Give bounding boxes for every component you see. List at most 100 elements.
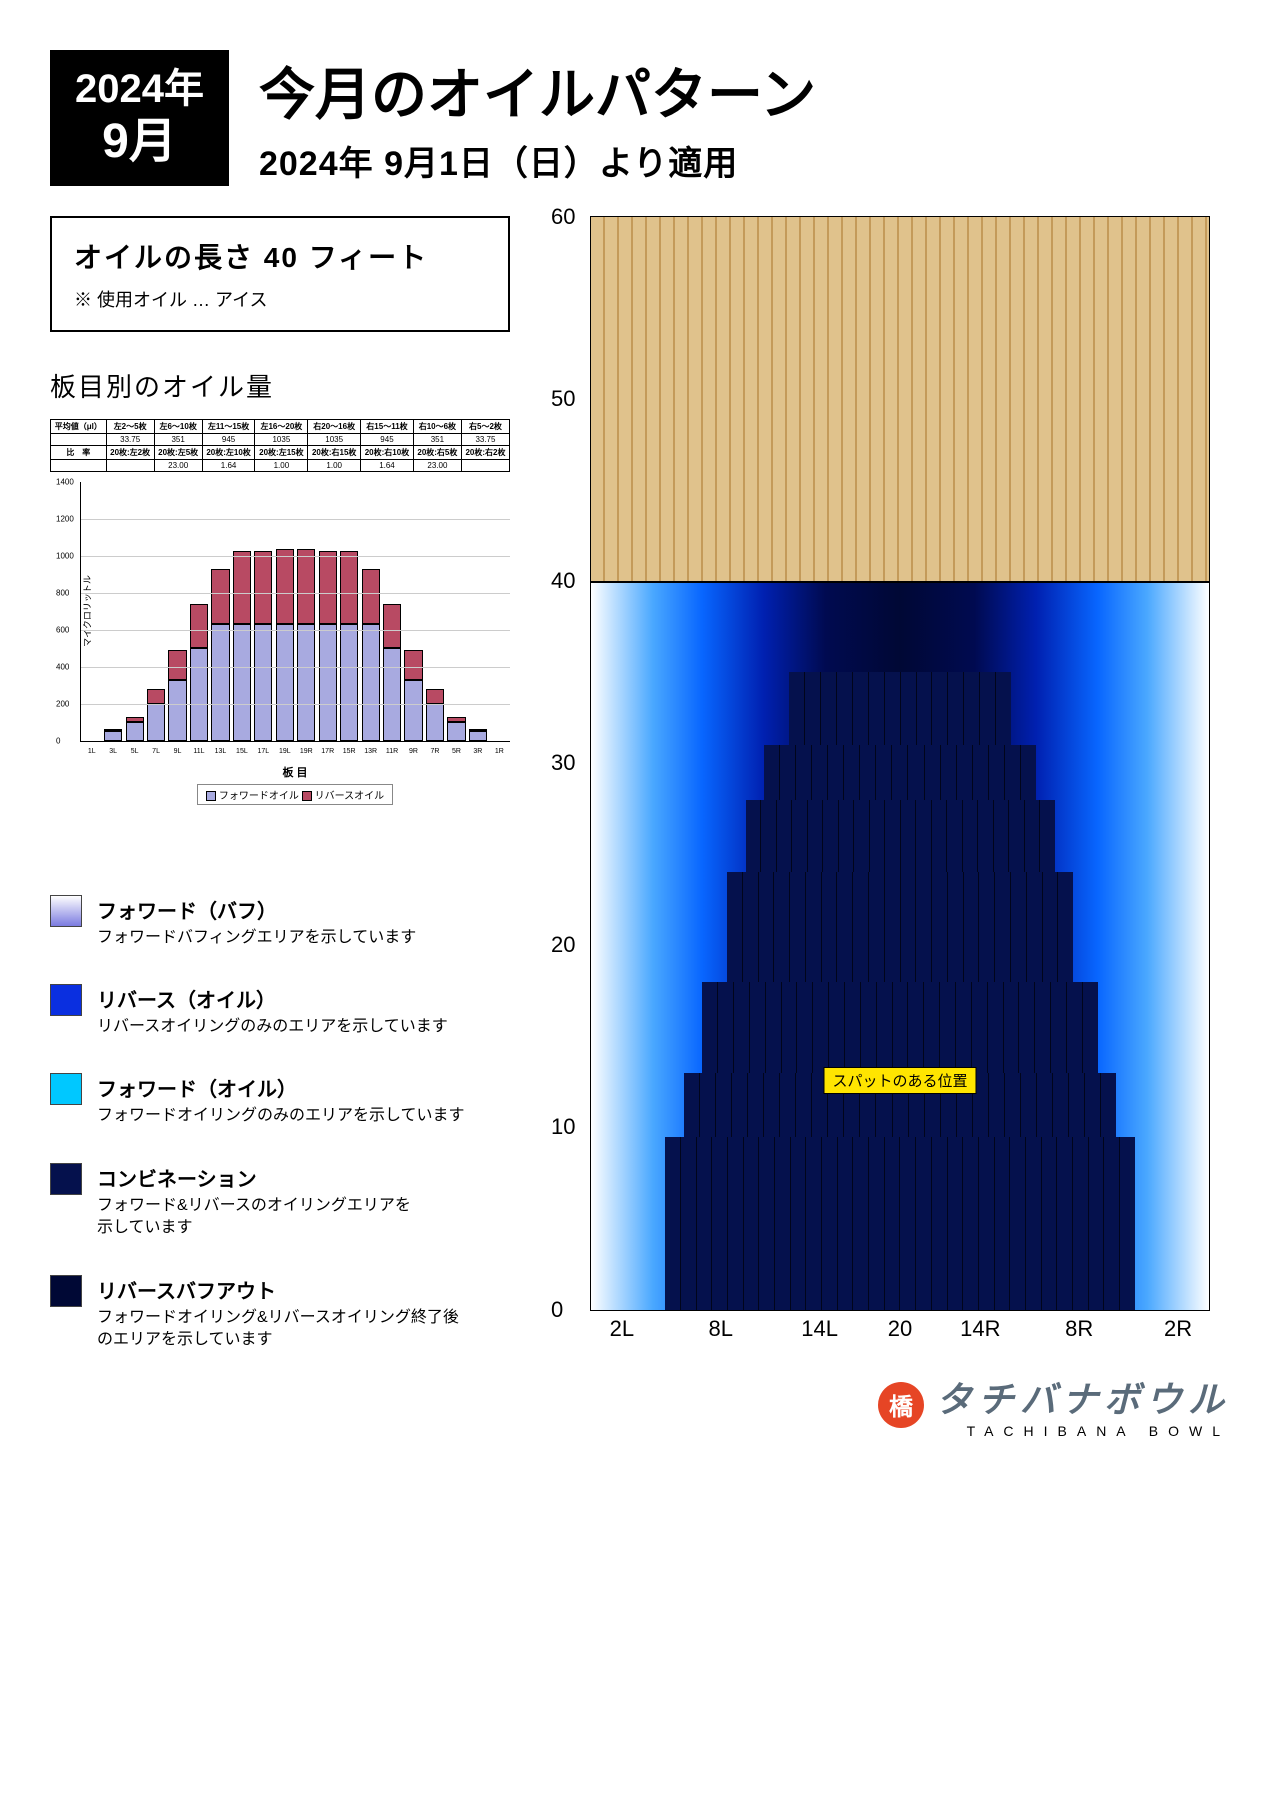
table-cell: 平均値（μl） bbox=[51, 419, 107, 433]
bar-chart-wrap: マイクロリットル 1L3L5L7L9L11L13L15L17L19L19R17R… bbox=[50, 482, 510, 805]
bar-slot: 9R bbox=[403, 482, 424, 741]
chart-xtick: 7L bbox=[152, 748, 160, 755]
legend-item: リバースバフアウトフォワードオイリング&リバースオイリング終了後のエリアを示して… bbox=[50, 1275, 510, 1352]
bar-chart: マイクロリットル 1L3L5L7L9L11L13L15L17L19L19R17R… bbox=[80, 482, 510, 742]
legend-item: コンビネーションフォワード&リバースのオイリングエリアを示しています bbox=[50, 1163, 510, 1240]
lane-xtick: 2L bbox=[610, 1316, 634, 1342]
table-cell: 20枚:右2枚 bbox=[461, 445, 509, 459]
page-header: 2024年 9月 今月のオイルパターン 2024年 9月1日（日）より適用 bbox=[50, 50, 1230, 186]
table-cell: 20枚:右10枚 bbox=[361, 445, 414, 459]
lane-ytick: 60 bbox=[551, 204, 575, 230]
chart-legend: フォワードオイル リバースオイル bbox=[197, 784, 393, 805]
table-cell: 左16～20枚 bbox=[255, 419, 308, 433]
table-cell bbox=[461, 459, 509, 471]
table-cell bbox=[51, 433, 107, 445]
chart-xtick: 15R bbox=[343, 748, 356, 755]
page-title: 今月のオイルパターン bbox=[259, 50, 816, 131]
table-cell: 20枚:右5枚 bbox=[413, 445, 461, 459]
legend-item: フォワード（バフ）フォワードバフィングエリアを示しています bbox=[50, 895, 510, 949]
legend-title: リバース（オイル） bbox=[97, 984, 448, 1013]
lane-ytick: 20 bbox=[551, 932, 575, 958]
footer: 橋 タチバナボウル TACHIBANA BOWL bbox=[540, 1371, 1230, 1439]
table-cell: 23.00 bbox=[154, 459, 202, 471]
legend-desc: リバースオイリングのみのエリアを示しています bbox=[97, 1016, 448, 1038]
lane-oil-zone bbox=[665, 1137, 1135, 1310]
legend-swatch bbox=[50, 895, 82, 927]
chart-xtick: 11R bbox=[386, 748, 398, 755]
bar-slot: 1L bbox=[81, 482, 102, 741]
table-cell: 左2～5枚 bbox=[106, 419, 154, 433]
table-cell: 1.64 bbox=[202, 459, 255, 471]
table-cell: 20枚:左10枚 bbox=[202, 445, 255, 459]
board-oil-table: 平均値（μl）左2～5枚左6～10枚左11～15枚左16～20枚右20～16枚右… bbox=[50, 419, 510, 472]
bar-slot: 13L bbox=[210, 482, 231, 741]
legend-swatch bbox=[50, 1163, 82, 1195]
table-cell: 1035 bbox=[255, 433, 308, 445]
lane-ytick: 30 bbox=[551, 750, 575, 776]
chart-xtick: 3L bbox=[109, 748, 117, 755]
lane-oil-zone bbox=[789, 672, 1011, 745]
table-cell: 1035 bbox=[308, 433, 361, 445]
bar-slot: 5L bbox=[124, 482, 145, 741]
bar-slot: 7R bbox=[424, 482, 445, 741]
bar-slot: 15L bbox=[231, 482, 252, 741]
chart-xtick: 19R bbox=[300, 748, 313, 755]
table-cell: 945 bbox=[202, 433, 255, 445]
table-cell: 33.75 bbox=[106, 433, 154, 445]
spat-label: スパットのある位置 bbox=[823, 1067, 976, 1094]
bar-slot: 11L bbox=[188, 482, 209, 741]
lane-xtick: 14R bbox=[960, 1316, 1000, 1342]
table-cell: 33.75 bbox=[461, 433, 509, 445]
table-cell: 20枚:左5枚 bbox=[154, 445, 202, 459]
table-cell: 945 bbox=[361, 433, 414, 445]
bar-slot: 5R bbox=[446, 482, 467, 741]
chart-xtick: 9L bbox=[174, 748, 182, 755]
legend-desc: フォワードオイリング&リバースオイリング終了後のエリアを示しています bbox=[97, 1307, 459, 1352]
chart-ytick: 800 bbox=[56, 588, 69, 597]
bar-slot: 17L bbox=[253, 482, 274, 741]
date-month: 9月 bbox=[75, 113, 204, 171]
chart-ytick: 200 bbox=[56, 699, 69, 708]
lane-map: スパットのある位置01020304050602L8L14L2014R8R2R bbox=[590, 216, 1210, 1311]
chart-ytick: 1400 bbox=[56, 477, 74, 486]
chart-xtick: 9R bbox=[409, 748, 418, 755]
legend-title: フォワード（オイル） bbox=[97, 1073, 465, 1102]
chart-xtick: 5R bbox=[452, 748, 461, 755]
logo-en: TACHIBANA BOWL bbox=[936, 1423, 1230, 1439]
legend-item: リバース（オイル） リバースオイリングのみのエリアを示しています bbox=[50, 984, 510, 1038]
chart-ytick: 1000 bbox=[56, 551, 74, 560]
bar-slot: 9L bbox=[167, 482, 188, 741]
chart-xtick: 13R bbox=[364, 748, 377, 755]
legend-swatch bbox=[50, 1073, 82, 1105]
date-badge: 2024年 9月 bbox=[50, 50, 229, 186]
chart-xtick: 1L bbox=[88, 748, 96, 755]
table-cell: 20枚:左15枚 bbox=[255, 445, 308, 459]
table-cell: 351 bbox=[413, 433, 461, 445]
lane-xtick: 2R bbox=[1164, 1316, 1192, 1342]
chart-xtick: 15L bbox=[236, 748, 248, 755]
legend-desc: フォワード&リバースのオイリングエリアを示しています bbox=[97, 1195, 411, 1240]
table-cell: 1.64 bbox=[361, 459, 414, 471]
table-cell: 右20～16枚 bbox=[308, 419, 361, 433]
left-column: オイルの長さ 40 フィート ※ 使用オイル … アイス 板目別のオイル量 平均… bbox=[50, 216, 510, 1439]
table-cell: 23.00 bbox=[413, 459, 461, 471]
table-cell: 1.00 bbox=[255, 459, 308, 471]
logo-jp: タチバナボウル bbox=[936, 1371, 1230, 1423]
chart-xtick: 17L bbox=[258, 748, 270, 755]
legend-item: フォワード（オイル）フォワードオイリングのみのエリアを示しています bbox=[50, 1073, 510, 1127]
oil-type-label: ※ 使用オイル … アイス bbox=[74, 286, 486, 312]
chart-xtick: 1R bbox=[495, 748, 504, 755]
chart-xtick: 3R bbox=[473, 748, 482, 755]
bar-slot: 1R bbox=[489, 482, 510, 741]
pattern-legend: フォワード（バフ）フォワードバフィングエリアを示していますリバース（オイル）リバ… bbox=[50, 895, 510, 1352]
table-cell: 右10～6枚 bbox=[413, 419, 461, 433]
date-year: 2024年 bbox=[75, 65, 204, 113]
bar-slot: 7L bbox=[145, 482, 166, 741]
lane-oil-zone bbox=[764, 745, 1036, 800]
bar-slot: 17R bbox=[317, 482, 338, 741]
lane-ytick: 0 bbox=[551, 1297, 563, 1323]
table-cell: 20枚:左2枚 bbox=[106, 445, 154, 459]
legend-desc: フォワードバフィングエリアを示しています bbox=[97, 927, 416, 949]
chart-xtick: 5L bbox=[131, 748, 139, 755]
lane-dry-zone bbox=[591, 217, 1209, 581]
